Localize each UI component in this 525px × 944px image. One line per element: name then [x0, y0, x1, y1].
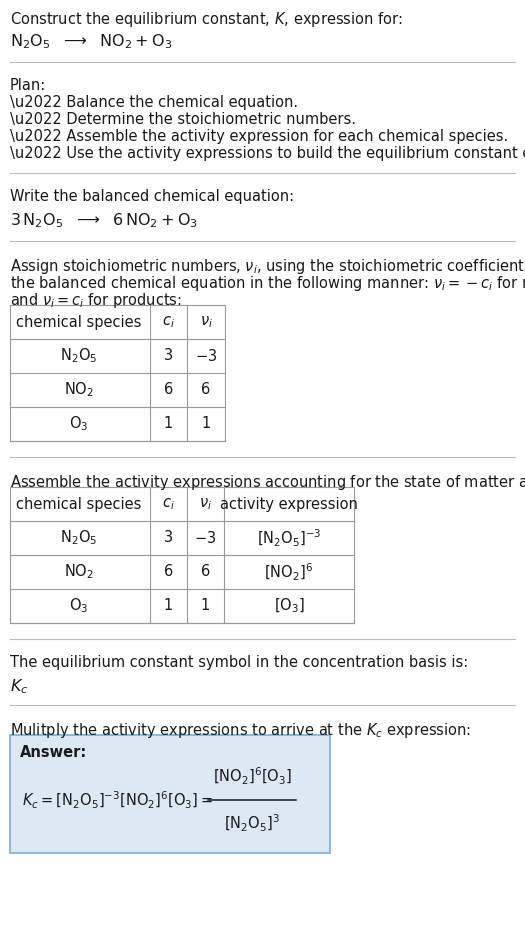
Text: \u2022 Use the activity expressions to build the equilibrium constant expression: \u2022 Use the activity expressions to b…	[10, 146, 525, 161]
Text: $3\,\mathrm{N_2O_5}$  $\longrightarrow$  $6\,\mathrm{NO_2} + \mathrm{O_3}$: $3\,\mathrm{N_2O_5}$ $\longrightarrow$ $…	[10, 211, 198, 229]
Text: 1: 1	[202, 416, 211, 431]
Text: $\nu_i$: $\nu_i$	[200, 314, 213, 329]
Text: $\mathrm{O_3}$: $\mathrm{O_3}$	[69, 414, 89, 433]
Text: $\mathrm{N_2O_5}$  $\longrightarrow$  $\mathrm{NO_2 + O_3}$: $\mathrm{N_2O_5}$ $\longrightarrow$ $\ma…	[10, 32, 172, 51]
Text: $[\mathrm{O_3}]$: $[\mathrm{O_3}]$	[274, 597, 304, 615]
Text: $[\mathrm{NO_2}]^{6}$: $[\mathrm{NO_2}]^{6}$	[265, 562, 313, 582]
Text: chemical species: chemical species	[16, 314, 142, 329]
Text: the balanced chemical equation in the following manner: $\nu_i = -c_i$ for react: the balanced chemical equation in the fo…	[10, 274, 525, 293]
Text: activity expression: activity expression	[220, 497, 358, 512]
Text: $-3$: $-3$	[195, 348, 217, 364]
Text: 6: 6	[201, 565, 210, 580]
Text: $[\mathrm{NO_2}]^{6}[\mathrm{O_3}]$: $[\mathrm{NO_2}]^{6}[\mathrm{O_3}]$	[213, 766, 291, 787]
Text: $\nu_i$: $\nu_i$	[199, 497, 212, 512]
Text: $K_c$: $K_c$	[10, 677, 28, 696]
Text: The equilibrium constant symbol in the concentration basis is:: The equilibrium constant symbol in the c…	[10, 655, 468, 670]
Text: $\mathrm{O_3}$: $\mathrm{O_3}$	[69, 597, 89, 615]
Text: Assemble the activity expressions accounting for the state of matter and $\nu_i$: Assemble the activity expressions accoun…	[10, 473, 525, 492]
Text: Answer:: Answer:	[20, 745, 87, 760]
Text: Assign stoichiometric numbers, $\nu_i$, using the stoichiometric coefficients, $: Assign stoichiometric numbers, $\nu_i$, …	[10, 257, 525, 276]
Text: 1: 1	[201, 598, 210, 614]
Text: $c_i$: $c_i$	[162, 314, 175, 329]
Text: \u2022 Determine the stoichiometric numbers.: \u2022 Determine the stoichiometric numb…	[10, 112, 356, 127]
Text: and $\nu_i = c_i$ for products:: and $\nu_i = c_i$ for products:	[10, 291, 182, 310]
Text: chemical species: chemical species	[16, 497, 142, 512]
Bar	[10, 305, 225, 441]
Text: $K_c = [\mathrm{N_2O_5}]^{-3}[\mathrm{NO_2}]^{6}[\mathrm{O_3}] =$: $K_c = [\mathrm{N_2O_5}]^{-3}[\mathrm{NO…	[22, 789, 213, 811]
Text: $[\mathrm{N_2O_5}]^{-3}$: $[\mathrm{N_2O_5}]^{-3}$	[257, 528, 321, 548]
Text: $-3$: $-3$	[194, 530, 217, 546]
Text: Write the balanced chemical equation:: Write the balanced chemical equation:	[10, 189, 294, 204]
Text: $\mathrm{N_2O_5}$: $\mathrm{N_2O_5}$	[60, 346, 98, 365]
Text: 6: 6	[202, 382, 211, 397]
Text: \u2022 Assemble the activity expression for each chemical species.: \u2022 Assemble the activity expression …	[10, 129, 508, 144]
Text: $c_i$: $c_i$	[162, 497, 175, 512]
FancyBboxPatch shape	[10, 735, 330, 853]
Text: 3: 3	[164, 531, 173, 546]
Text: 1: 1	[164, 416, 173, 431]
Text: Construct the equilibrium constant, $K$, expression for:: Construct the equilibrium constant, $K$,…	[10, 10, 403, 29]
Bar	[10, 487, 354, 623]
Text: Mulitply the activity expressions to arrive at the $K_c$ expression:: Mulitply the activity expressions to arr…	[10, 721, 471, 740]
Text: \u2022 Balance the chemical equation.: \u2022 Balance the chemical equation.	[10, 95, 298, 110]
Text: $[\mathrm{N_2O_5}]^{3}$: $[\mathrm{N_2O_5}]^{3}$	[224, 813, 280, 834]
Text: 1: 1	[164, 598, 173, 614]
Text: 6: 6	[164, 382, 173, 397]
Text: $\mathrm{NO_2}$: $\mathrm{NO_2}$	[64, 563, 94, 582]
Text: $\mathrm{NO_2}$: $\mathrm{NO_2}$	[64, 380, 94, 399]
Text: $\mathrm{N_2O_5}$: $\mathrm{N_2O_5}$	[60, 529, 98, 548]
Text: Plan:: Plan:	[10, 78, 46, 93]
Text: 6: 6	[164, 565, 173, 580]
Text: 3: 3	[164, 348, 173, 363]
